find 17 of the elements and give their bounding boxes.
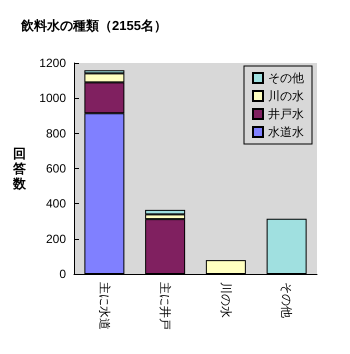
x-tick-label: 川の水 xyxy=(218,282,233,318)
chart-title: 飲料水の種類（2155名） xyxy=(20,18,167,33)
x-tick-label: その他 xyxy=(280,282,294,318)
y-tick-label: 200 xyxy=(46,232,66,246)
y-tick-label: 1000 xyxy=(39,91,66,106)
legend-label: その他 xyxy=(268,71,304,85)
x-tick-label: 主に井戸 xyxy=(158,282,172,330)
y-tick-label: 600 xyxy=(46,162,66,176)
y-tick-label: 0 xyxy=(59,267,66,281)
y-axis-title: 回答数 xyxy=(12,146,27,191)
x-tick-label: 主に水道 xyxy=(97,282,112,330)
legend-label: 井戸水 xyxy=(268,107,304,121)
y-tick-label: 1200 xyxy=(39,56,66,70)
y-tick-label: 400 xyxy=(46,196,66,211)
legend-label: 水道水 xyxy=(268,125,304,139)
y-tick-label: 800 xyxy=(46,126,66,140)
legend-label: 川の水 xyxy=(268,89,304,103)
